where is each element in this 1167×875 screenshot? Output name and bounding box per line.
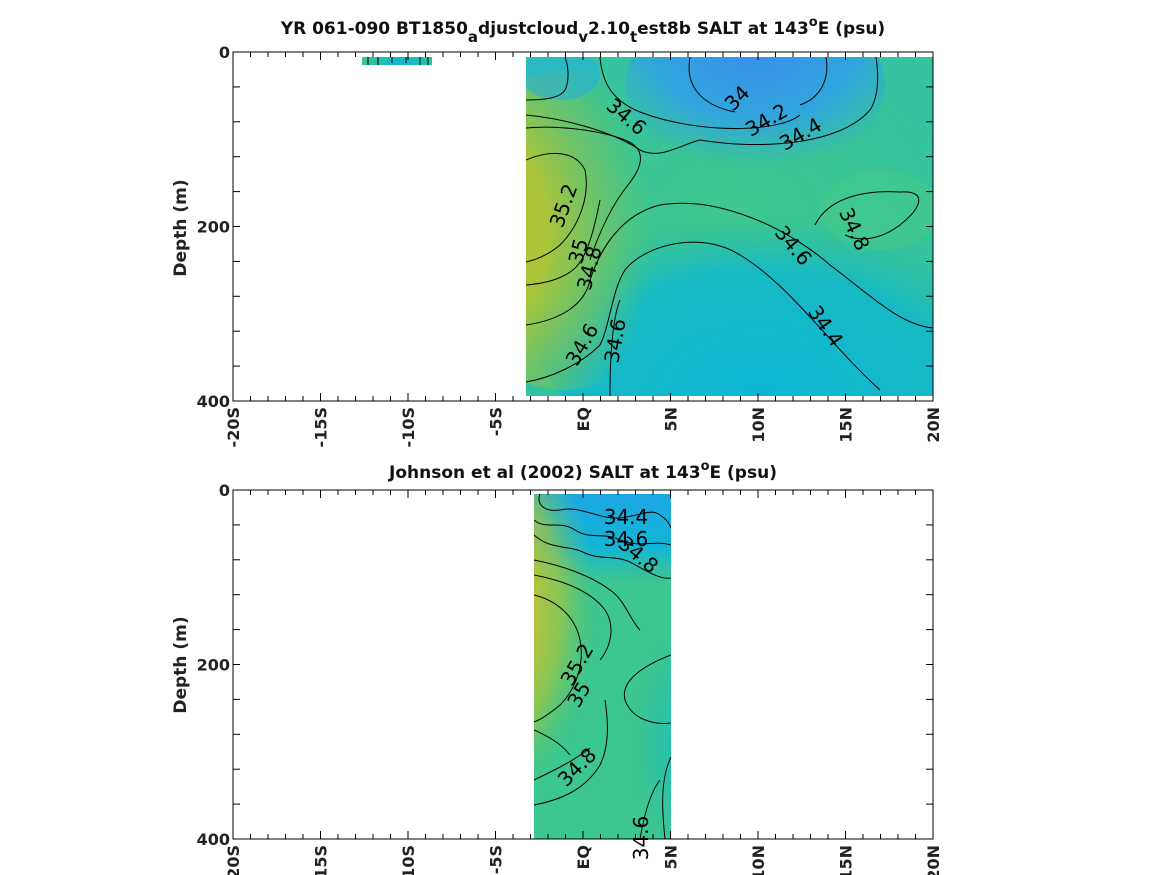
bottom-panel: Johnson et al (2002) SALT at 143oE (psu)…: [171, 459, 943, 875]
x-tick-label: 20N: [924, 407, 943, 443]
top-strip-ticks: [367, 57, 429, 65]
bottom-contour-lines: [534, 494, 671, 839]
x-tick-label: -20S: [224, 407, 243, 447]
bottom-panel-title: Johnson et al (2002) SALT at 143oE (psu): [388, 459, 777, 483]
x-tick-label: 15N: [837, 845, 856, 875]
x-tick-label: 10N: [749, 407, 768, 443]
contour-label: 34.6: [604, 527, 649, 551]
y-tick-label: 400: [197, 830, 230, 849]
x-tick-label: -5S: [487, 407, 506, 436]
x-tick-label: -15S: [312, 845, 331, 875]
x-tick-label: 20N: [924, 845, 943, 875]
x-tick-label: -10S: [399, 845, 418, 875]
x-tick-label: -5S: [487, 845, 506, 874]
top-salinity-field: [526, 57, 933, 396]
top-axes: -20S -15S -10S -5S EQ 5N 10N 15N 20N 0 200 400: [197, 43, 943, 447]
y-tick-label: 200: [197, 218, 230, 237]
y-tick-label: 400: [197, 392, 230, 411]
x-tick-label: 10N: [749, 845, 768, 875]
contour-label: 34.6: [629, 816, 653, 861]
y-tick-label: 200: [197, 656, 230, 675]
bottom-y-axis-label: Depth (m): [171, 616, 191, 713]
top-surface-strip: [362, 57, 432, 65]
bottom-salinity-field: [534, 494, 671, 839]
y-tick-label: 0: [219, 481, 230, 500]
bottom-axes: -20S -15S -10S -5S EQ 5N 10N 15N 20N 0 200 400: [197, 481, 943, 875]
x-tick-label: 5N: [662, 407, 681, 432]
top-panel: YR 061-090 BT1850adjustcloudv2.10test8b …: [171, 15, 943, 447]
x-tick-label: -10S: [399, 407, 418, 447]
x-tick-label: -20S: [224, 845, 243, 875]
top-panel-title: YR 061-090 BT1850adjustcloudv2.10test8b …: [280, 15, 885, 46]
contour-label: 34.4: [604, 505, 649, 529]
x-tick-label: 15N: [837, 407, 856, 443]
y-tick-label: 0: [219, 43, 230, 62]
x-tick-label: 5N: [662, 845, 681, 870]
top-y-axis-label: Depth (m): [171, 179, 191, 276]
top-contour-lines: [526, 57, 933, 396]
x-tick-label: EQ: [574, 407, 593, 432]
x-tick-label: -15S: [312, 407, 331, 447]
x-tick-label: EQ: [574, 845, 593, 870]
